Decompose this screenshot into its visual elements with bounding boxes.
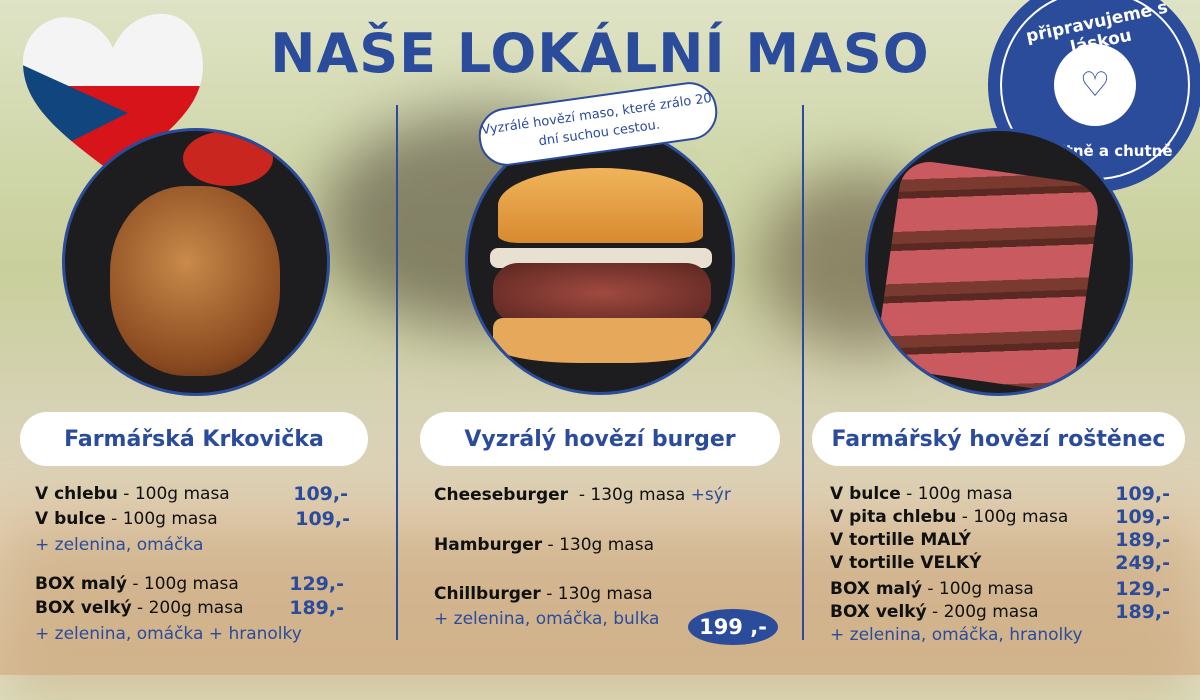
item-price: 189,- — [1115, 601, 1170, 623]
item-name: V pita chlebu — [830, 507, 957, 527]
item-name: BOX velký — [830, 602, 927, 622]
item-detail: - 100g masa — [900, 484, 1013, 504]
item-detail: - 100g masa — [921, 579, 1034, 599]
burger-photo — [465, 125, 735, 395]
item-note: + zelenina, omáčka, bulka — [434, 609, 660, 629]
menu-item: Hamburger - 130g masa — [434, 535, 654, 555]
menu-item: BOX velký - 200g masa — [35, 598, 244, 618]
item-price: 109,- — [293, 483, 348, 505]
item-price: 189,- — [289, 597, 344, 619]
burger-price-badge: 199 ,- — [688, 609, 778, 645]
item-price: 109,- — [1115, 506, 1170, 528]
plate-heart-fork-knife-icon: ♡ — [1054, 44, 1136, 126]
item-price: 109,- — [1115, 483, 1170, 505]
column-divider — [396, 105, 398, 640]
item-name: BOX malý — [35, 574, 127, 594]
column-divider — [802, 105, 804, 640]
menu-item: V tortille MALÝ — [830, 530, 971, 550]
menu-item: BOX malý - 100g masa — [830, 579, 1034, 599]
menu-item: V tortille VELKÝ — [830, 553, 981, 573]
item-price: 249,- — [1115, 552, 1170, 574]
product-title-krkovicka: Farmářská Krkovička — [20, 412, 368, 466]
item-detail: - 100g masa — [956, 507, 1069, 527]
item-name: V bulce — [35, 509, 106, 529]
item-extra: +sýr — [690, 485, 731, 505]
item-note: + zelenina, omáčka — [35, 535, 204, 555]
item-name: Chillburger — [434, 584, 541, 604]
item-name: BOX velký — [35, 598, 132, 618]
item-detail: - 130g masa — [542, 535, 654, 555]
menu-item: BOX malý - 100g masa — [35, 574, 239, 594]
item-note: + zelenina, omáčka + hranolky — [35, 624, 302, 644]
item-price: 189,- — [1115, 529, 1170, 551]
item-detail: - 100g masa — [105, 509, 218, 529]
item-name: Hamburger — [434, 535, 543, 555]
item-name: V tortille VELKÝ — [830, 553, 982, 573]
menu-item: V chlebu - 100g masa — [35, 484, 230, 504]
item-name: Cheeseburger — [434, 485, 569, 505]
beef-steak-photo — [865, 128, 1133, 396]
page-title: NAŠE LOKÁLNÍ MASO — [270, 22, 930, 85]
item-name: V tortille MALÝ — [830, 530, 971, 550]
item-note: + zelenina, omáčka, hranolky — [830, 625, 1083, 645]
menu-item: BOX velký - 200g masa — [830, 602, 1039, 622]
item-price: 109,- — [295, 508, 350, 530]
menu-item: V pita chlebu - 100g masa — [830, 507, 1068, 527]
item-detail: - 100g masa — [126, 574, 239, 594]
item-price: 129,- — [289, 573, 344, 595]
product-title-rostenec: Farmářský hovězí roštěnec — [812, 412, 1185, 466]
item-detail: - 100g masa — [117, 484, 230, 504]
item-detail: - 200g masa — [131, 598, 244, 618]
pork-neck-photo — [62, 128, 330, 396]
item-detail: - 130g masa — [568, 485, 691, 505]
product-title-burger: Vyzrálý hovězí burger — [420, 412, 780, 466]
menu-item: Cheeseburger - 130g masa +sýr — [434, 485, 731, 505]
item-name: V chlebu — [35, 484, 118, 504]
item-name: BOX malý — [830, 579, 922, 599]
item-detail: - 200g masa — [926, 602, 1039, 622]
menu-item: Chillburger - 130g masa — [434, 584, 653, 604]
menu-item: V bulce - 100g masa — [35, 509, 218, 529]
menu-item: V bulce - 100g masa — [830, 484, 1013, 504]
item-name: V bulce — [830, 484, 901, 504]
background-wood — [0, 520, 1200, 700]
item-price: 129,- — [1115, 578, 1170, 600]
item-detail: - 130g masa — [540, 584, 653, 604]
